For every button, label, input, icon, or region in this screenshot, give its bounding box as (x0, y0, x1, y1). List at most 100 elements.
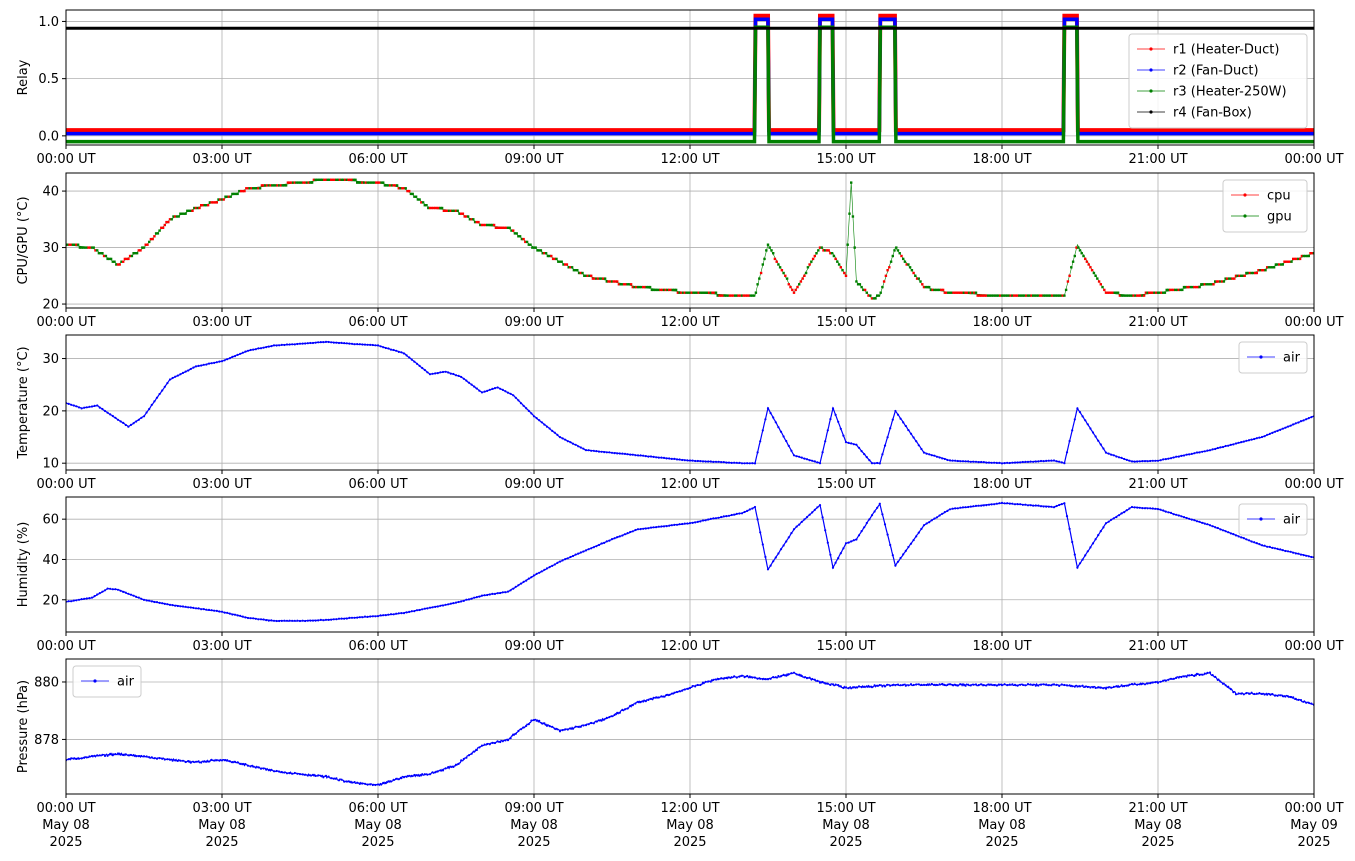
data-point (572, 269, 576, 272)
data-point (425, 204, 428, 207)
data-point (317, 774, 320, 777)
data-point (92, 246, 95, 249)
data-point (1298, 257, 1302, 261)
data-point (645, 285, 648, 289)
data-point (1232, 691, 1235, 694)
data-point (746, 674, 749, 678)
data-point (1159, 508, 1162, 511)
data-point (163, 758, 166, 761)
data-point (735, 461, 738, 464)
data-point (795, 455, 798, 458)
data-point (652, 455, 655, 458)
data-point (465, 379, 468, 382)
data-point (477, 220, 480, 224)
data-point (621, 534, 624, 537)
data-point (1055, 460, 1058, 463)
data-point (558, 560, 562, 563)
data-point (208, 201, 212, 204)
data-point (327, 340, 330, 344)
panel-cpu: 00:00 UT 03:00 UT 06:00 UT 09:00 UT 12:00 UT… (16, 172, 1344, 330)
data-point (161, 757, 164, 760)
data-point (678, 523, 681, 526)
data-point (964, 506, 967, 509)
data-point (636, 528, 640, 531)
data-point (647, 455, 650, 458)
data-point (1193, 674, 1196, 678)
data-point (486, 389, 489, 392)
data-point (1255, 692, 1258, 695)
data-point (278, 344, 281, 347)
data-point (626, 707, 629, 710)
data-point (834, 683, 837, 686)
data-point (935, 516, 939, 519)
data-point (1068, 527, 1071, 531)
data-point (673, 288, 676, 292)
data-point (1297, 698, 1300, 702)
data-point (270, 768, 273, 771)
data-point (990, 294, 993, 297)
data-point (257, 187, 260, 190)
data-point (1206, 523, 1209, 526)
data-point (799, 280, 803, 283)
data-point (475, 596, 478, 599)
data-point (816, 679, 819, 683)
data-point (904, 424, 907, 428)
data-point (309, 181, 312, 184)
data-point (536, 249, 539, 252)
data-point (387, 613, 390, 616)
data-point (525, 240, 529, 244)
data-point (1011, 461, 1014, 464)
data-point (1210, 283, 1213, 286)
data-point (921, 283, 924, 286)
data-point (727, 676, 731, 679)
data-point (1089, 427, 1092, 430)
data-point (657, 456, 660, 459)
data-point (842, 434, 845, 437)
data-point (379, 614, 382, 617)
data-point (640, 285, 643, 289)
data-point (644, 700, 647, 703)
x-date-label: May 09 (1290, 818, 1338, 833)
data-point (899, 417, 902, 420)
data-point (395, 612, 398, 615)
data-point (605, 716, 608, 720)
data-point (1266, 545, 1269, 548)
data-point (943, 291, 946, 294)
data-point (816, 461, 819, 464)
x-tick-label: 00:00 UT (1284, 801, 1343, 816)
data-point (1198, 520, 1201, 523)
data-point (763, 257, 766, 261)
data-point (119, 589, 122, 592)
data-point (948, 291, 952, 294)
data-point (389, 348, 393, 351)
data-point (236, 614, 239, 617)
data-point (726, 294, 730, 297)
data-point (119, 420, 122, 423)
data-point (1101, 285, 1104, 289)
data-point (149, 237, 153, 241)
data-point (707, 291, 711, 294)
panels: 00:00 UT 03:00 UT 06:00 UT 09:00 UT 12:00 UT… (16, 9, 1344, 850)
data-point (520, 237, 524, 241)
data-point (228, 760, 231, 763)
data-point (623, 452, 627, 455)
data-point (382, 346, 385, 349)
data-point (85, 756, 88, 759)
data-point (647, 527, 650, 530)
x-tick-label: 21:00 UT (1128, 639, 1187, 654)
data-point (363, 782, 367, 785)
data-point (855, 686, 858, 689)
x-tick-label: 21:00 UT (1128, 152, 1187, 167)
data-point (642, 700, 645, 703)
data-point (70, 243, 73, 246)
data-point (1250, 540, 1253, 543)
data-point (992, 294, 995, 297)
data-point (517, 399, 520, 402)
data-point (1255, 271, 1258, 275)
x-year-label: 2025 (205, 835, 238, 850)
data-point (447, 603, 450, 606)
data-point (1078, 685, 1082, 688)
data-point (596, 277, 600, 280)
data-point (300, 181, 303, 184)
data-point (660, 525, 663, 528)
